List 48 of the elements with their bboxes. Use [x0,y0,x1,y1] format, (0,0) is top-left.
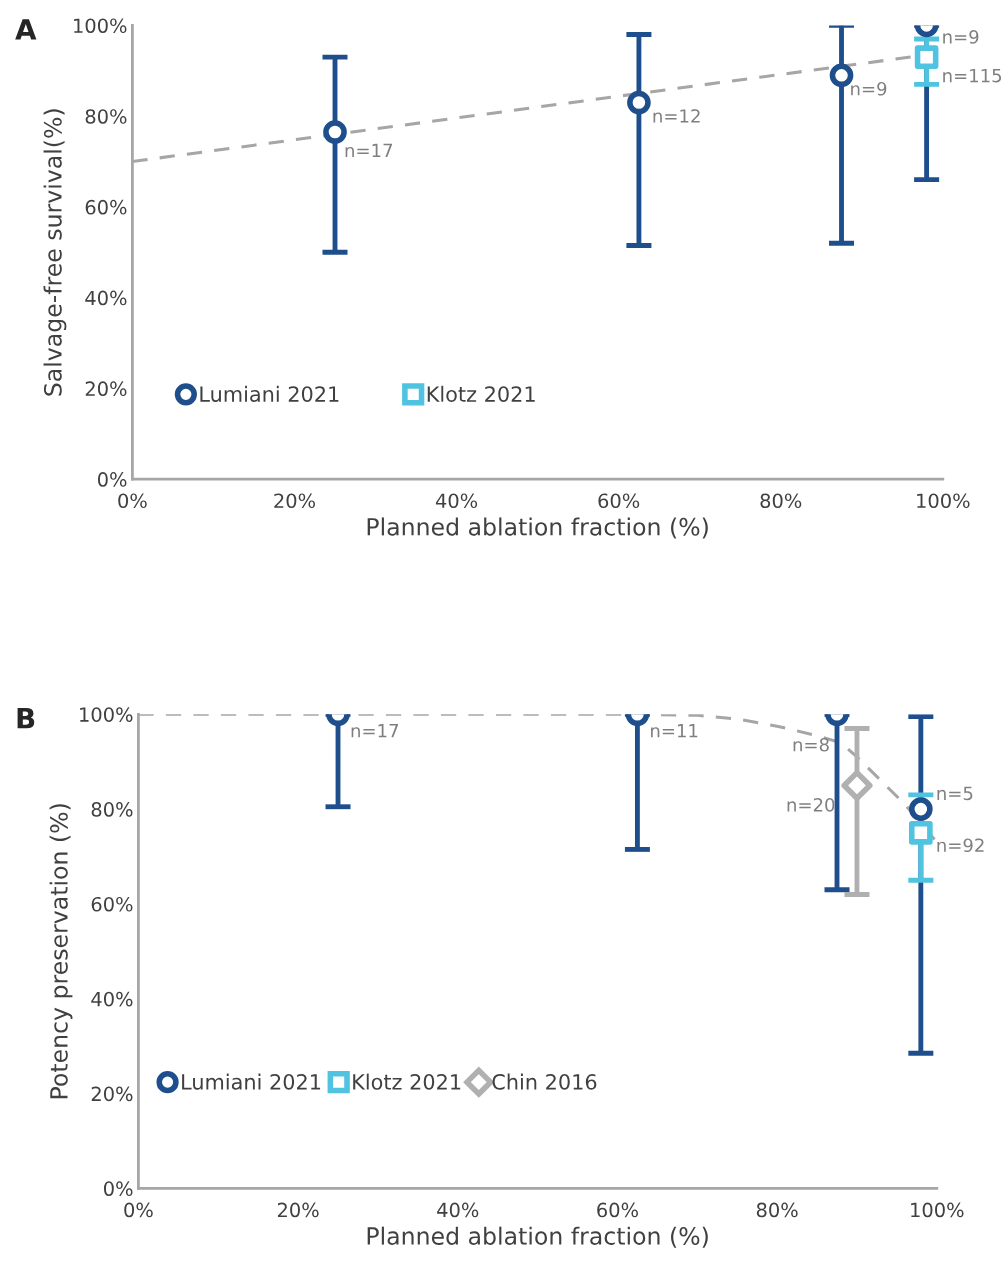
annotation: n=9 [851,81,887,96]
legend-label: Lumiani 2021 [182,1073,321,1090]
y-tick-label: 100% [80,707,133,722]
legend-label: Chin 2016 [492,1073,597,1090]
y-tick-label: 40% [91,991,133,1007]
x-tick-label: 80% [760,493,802,509]
y-axis-title: Salvage-free survival(%) [43,109,67,396]
x-axis-title: Planned ablation fraction (%) [367,1226,708,1248]
annotation: n=12 [653,109,700,123]
y-tick-label: 40% [85,290,127,306]
y-tick-label: 60% [85,199,127,215]
annotation: n=5 [937,786,973,801]
legend-label: Klotz 2021 [427,385,535,402]
legend-label: Lumiani 2021 [200,385,339,402]
annotation: n=92 [937,838,984,853]
annotation: n=17 [351,724,399,738]
annotation: n=115 [943,69,1002,83]
x-tick-label: 80% [756,1202,798,1218]
y-tick-label: 100% [74,18,127,34]
annotation: n=11 [651,724,698,738]
x-tick-label: 40% [435,493,478,509]
x-tick-label: 20% [274,493,316,509]
y-tick-label: 20% [85,381,127,397]
y-axis-title: Potency preservation (%) [49,804,73,1099]
y-tick-label: 80% [85,109,127,124]
y-tick-label: 0% [103,1181,133,1197]
legend-label: Klotz 2021 [353,1073,461,1090]
y-tick-label: 20% [91,1086,133,1102]
x-tick-label: 100% [917,493,970,509]
point [914,45,939,70]
y-tick-label: 0% [97,472,127,487]
x-tick-label: 20% [277,1202,319,1218]
annotation: n=9 [943,30,979,44]
x-axis-title: Planned ablation fraction (%) [367,517,708,539]
annotation: n=8 [793,737,829,752]
chart-title: A [15,19,37,40]
y-tick-label: 80% [91,802,133,817]
point [323,120,347,144]
x-tick-label: 60% [597,1202,638,1218]
y-tick-label: 60% [91,896,133,912]
x-tick-label: 0% [118,493,147,509]
x-tick-label: 0% [124,1202,153,1218]
x-tick-label: 60% [598,493,640,509]
x-tick-label: 40% [437,1202,479,1218]
annotation: n=17 [345,143,393,158]
chart-title: B [17,708,35,729]
point [627,90,651,115]
x-tick-label: 100% [911,1202,964,1218]
